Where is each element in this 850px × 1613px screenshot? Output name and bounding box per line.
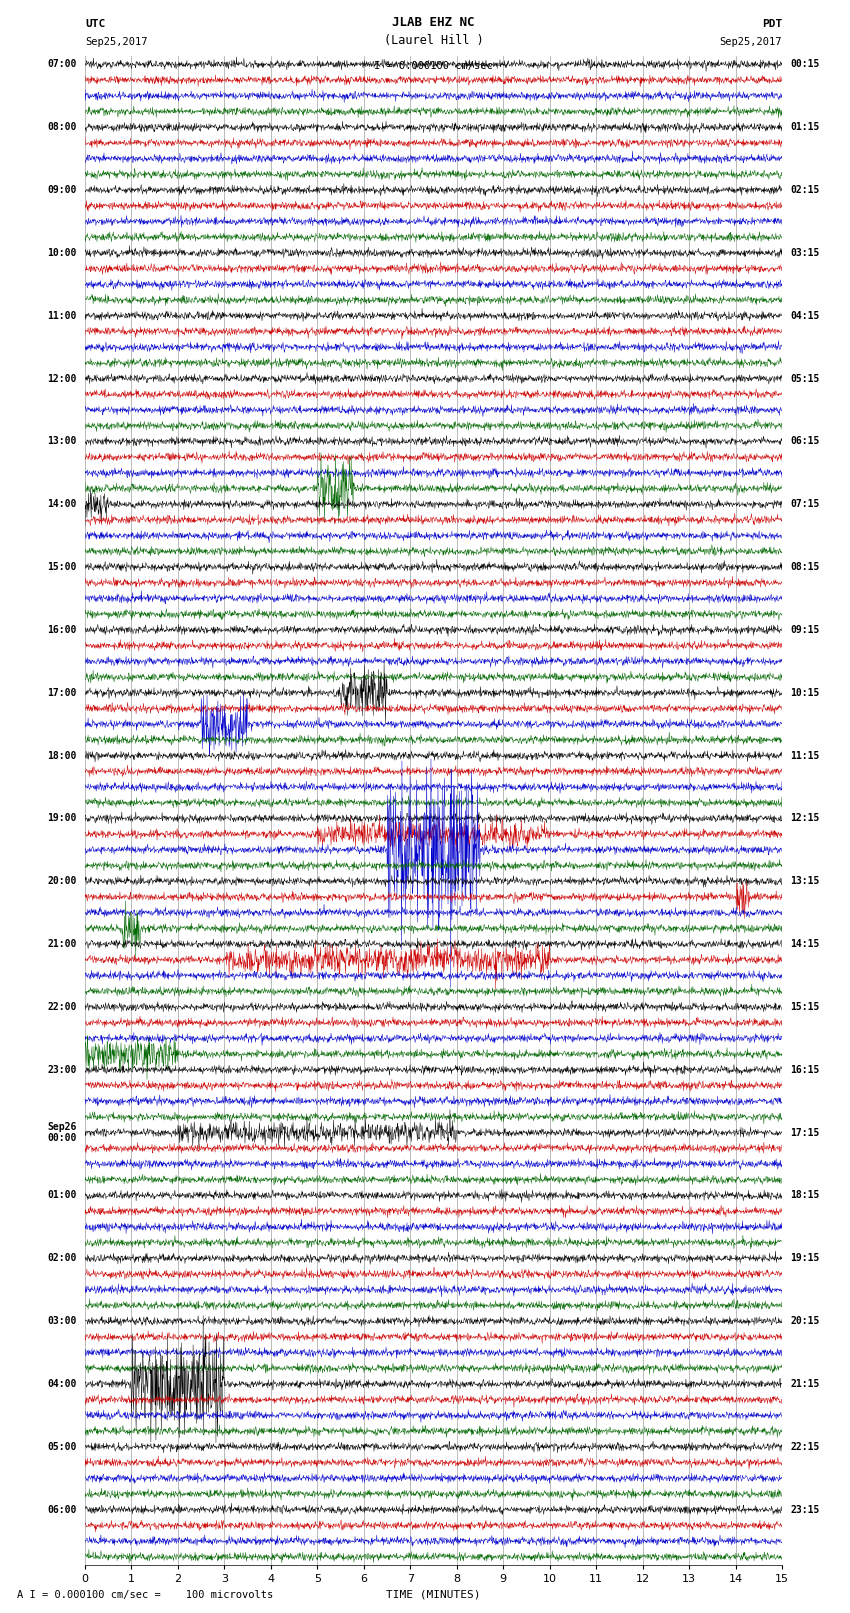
Text: 11:00: 11:00 xyxy=(48,311,76,321)
Text: 18:00: 18:00 xyxy=(48,750,76,761)
Text: JLAB EHZ NC: JLAB EHZ NC xyxy=(392,16,475,29)
Text: 17:15: 17:15 xyxy=(790,1127,819,1137)
Text: 05:15: 05:15 xyxy=(790,374,819,384)
Text: 16:15: 16:15 xyxy=(790,1065,819,1074)
Text: 06:15: 06:15 xyxy=(790,437,819,447)
Text: Sep25,2017: Sep25,2017 xyxy=(719,37,782,47)
Text: 04:15: 04:15 xyxy=(790,311,819,321)
Text: 05:00: 05:00 xyxy=(48,1442,76,1452)
Text: 11:15: 11:15 xyxy=(790,750,819,761)
Text: 12:15: 12:15 xyxy=(790,813,819,823)
Text: 22:00: 22:00 xyxy=(48,1002,76,1011)
Text: 15:15: 15:15 xyxy=(790,1002,819,1011)
Text: 02:00: 02:00 xyxy=(48,1253,76,1263)
Text: 23:15: 23:15 xyxy=(790,1505,819,1515)
Text: 21:00: 21:00 xyxy=(48,939,76,948)
Text: Sep26
00:00: Sep26 00:00 xyxy=(48,1121,76,1144)
Text: 16:00: 16:00 xyxy=(48,624,76,636)
Text: PDT: PDT xyxy=(762,19,782,29)
Text: 15:00: 15:00 xyxy=(48,561,76,573)
Text: 20:00: 20:00 xyxy=(48,876,76,886)
Text: UTC: UTC xyxy=(85,19,105,29)
Text: 01:15: 01:15 xyxy=(790,123,819,132)
Text: 03:15: 03:15 xyxy=(790,248,819,258)
Text: 14:00: 14:00 xyxy=(48,498,76,510)
Text: 22:15: 22:15 xyxy=(790,1442,819,1452)
Text: 08:15: 08:15 xyxy=(790,561,819,573)
Text: 12:00: 12:00 xyxy=(48,374,76,384)
Text: 07:15: 07:15 xyxy=(790,498,819,510)
Text: A I = 0.000100 cm/sec =    100 microvolts: A I = 0.000100 cm/sec = 100 microvolts xyxy=(17,1590,273,1600)
Text: 19:15: 19:15 xyxy=(790,1253,819,1263)
Text: 06:00: 06:00 xyxy=(48,1505,76,1515)
Text: 03:00: 03:00 xyxy=(48,1316,76,1326)
Text: 13:00: 13:00 xyxy=(48,437,76,447)
Text: 13:15: 13:15 xyxy=(790,876,819,886)
Text: 09:00: 09:00 xyxy=(48,185,76,195)
Text: 09:15: 09:15 xyxy=(790,624,819,636)
Text: 01:00: 01:00 xyxy=(48,1190,76,1200)
Text: 10:15: 10:15 xyxy=(790,687,819,698)
Text: I = 0.000100 cm/sec: I = 0.000100 cm/sec xyxy=(374,61,493,71)
Text: 17:00: 17:00 xyxy=(48,687,76,698)
Text: 04:00: 04:00 xyxy=(48,1379,76,1389)
Text: 02:15: 02:15 xyxy=(790,185,819,195)
Text: 19:00: 19:00 xyxy=(48,813,76,823)
Text: 07:00: 07:00 xyxy=(48,60,76,69)
X-axis label: TIME (MINUTES): TIME (MINUTES) xyxy=(386,1589,481,1598)
Text: (Laurel Hill ): (Laurel Hill ) xyxy=(383,34,484,47)
Text: Sep25,2017: Sep25,2017 xyxy=(85,37,148,47)
Text: 23:00: 23:00 xyxy=(48,1065,76,1074)
Text: 18:15: 18:15 xyxy=(790,1190,819,1200)
Text: 10:00: 10:00 xyxy=(48,248,76,258)
Text: 14:15: 14:15 xyxy=(790,939,819,948)
Text: 08:00: 08:00 xyxy=(48,123,76,132)
Text: 00:15: 00:15 xyxy=(790,60,819,69)
Text: 21:15: 21:15 xyxy=(790,1379,819,1389)
Text: 20:15: 20:15 xyxy=(790,1316,819,1326)
